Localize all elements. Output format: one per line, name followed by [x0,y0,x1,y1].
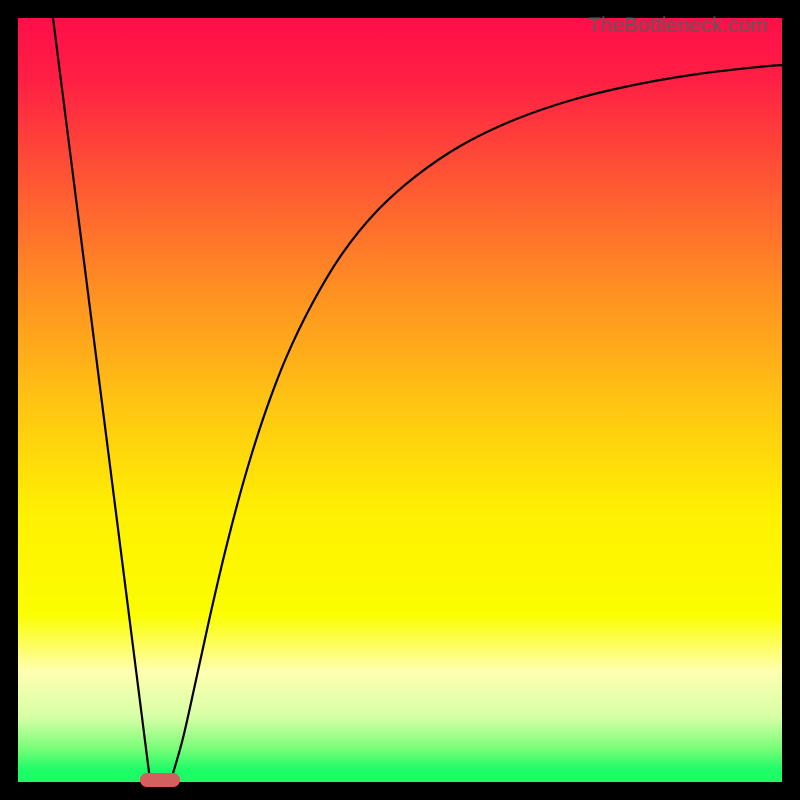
curve-right [171,65,782,780]
chart-svg [18,18,782,782]
plot-area [18,18,782,782]
curve-left [53,18,150,780]
watermark-text: TheBottleneck.com [588,14,768,38]
minimum-marker [140,773,180,787]
